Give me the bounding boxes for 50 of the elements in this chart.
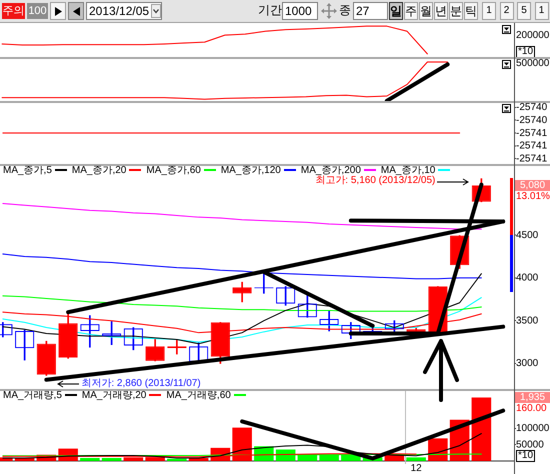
y-tick-label: -25741 bbox=[516, 140, 548, 152]
button: 년 bbox=[434, 2, 448, 20]
text: *10 bbox=[516, 450, 536, 462]
badge: 100 bbox=[27, 3, 48, 19]
y-tick-label: 50000 bbox=[516, 439, 544, 450]
tag: 1,935 bbox=[515, 392, 550, 404]
button: 일 bbox=[389, 2, 403, 20]
button: 5 bbox=[517, 2, 531, 20]
legend-label: MA_종가,5 bbox=[3, 165, 52, 176]
annotation: 최저가: 2,860 (2013/11/07) bbox=[81, 378, 201, 390]
legend-label: MA_종가,10 bbox=[380, 165, 436, 176]
text: 종 bbox=[339, 3, 351, 17]
x-tick-label: 12 bbox=[410, 462, 422, 474]
y-tick-label: 100000 bbox=[516, 423, 550, 434]
button: 2 bbox=[500, 2, 514, 20]
legend-label: MA_종가,20 bbox=[72, 165, 126, 176]
button: 월 bbox=[419, 2, 433, 20]
legend-label: MA_종가,200 bbox=[300, 165, 361, 176]
button: 틱 bbox=[464, 2, 478, 20]
y-tick-label: -25741 bbox=[516, 128, 548, 139]
annotation: 최고가: 5,160 (2013/12/05) bbox=[315, 175, 436, 186]
legend-label: MA_종가,120 bbox=[220, 165, 281, 176]
y-tick-label: 4500 bbox=[516, 230, 539, 241]
y-tick-label: 4000 bbox=[516, 272, 539, 284]
button: 주 bbox=[404, 2, 418, 20]
legend-label: MA_거래량,5 bbox=[3, 390, 62, 401]
button: 1 bbox=[534, 2, 548, 20]
text: 기간 bbox=[258, 3, 282, 17]
input-field: 27 bbox=[353, 2, 388, 20]
y-tick-label: -25740 bbox=[516, 102, 548, 114]
input-field: 2013/12/05 bbox=[86, 2, 162, 20]
badge: 주의 bbox=[2, 3, 25, 19]
text: 160.00 bbox=[516, 403, 547, 414]
button: 분 bbox=[449, 2, 463, 20]
y-tick-label: -25740 bbox=[516, 114, 548, 126]
text: *10 bbox=[516, 46, 536, 58]
legend-label: MA_거래량,20 bbox=[82, 390, 146, 401]
legend-label: MA_거래량,60 bbox=[166, 390, 231, 401]
annotation: 1,935 bbox=[520, 392, 546, 403]
y-tick-label: 3000 bbox=[516, 358, 539, 370]
button: 1 bbox=[482, 2, 496, 20]
input-field: 1000 bbox=[282, 2, 318, 20]
y-tick-label: -25741 bbox=[516, 153, 548, 164]
text: 13.01% bbox=[516, 191, 550, 202]
text: 500000 bbox=[516, 58, 550, 69]
text: 200000 bbox=[516, 30, 550, 41]
annotation: 5,080 bbox=[520, 180, 546, 191]
tag: 5,080 bbox=[515, 180, 550, 192]
legend-label: MA_종가,60 bbox=[146, 165, 201, 176]
y-tick-label: 3500 bbox=[516, 315, 539, 326]
